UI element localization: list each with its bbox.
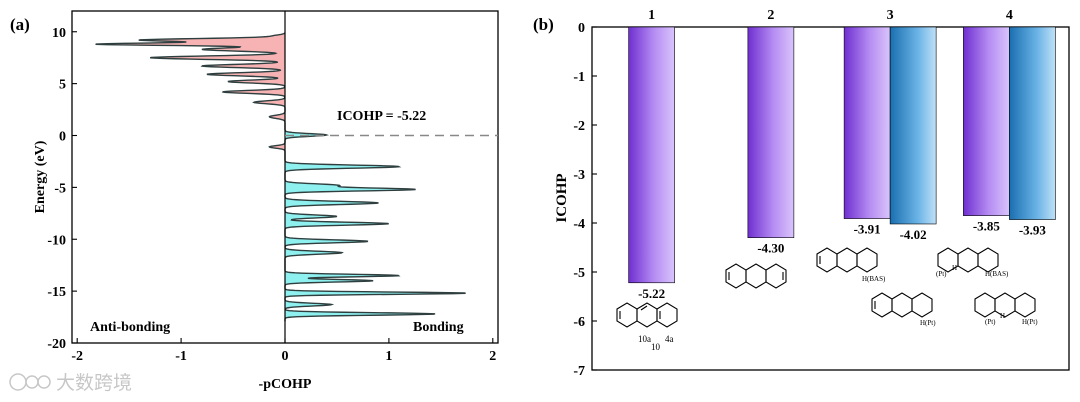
- icohp-annotation: ICOHP = -5.22: [337, 109, 426, 124]
- y-tick-label-b: -3: [573, 168, 585, 183]
- x-tick-label-a: -1: [175, 349, 187, 364]
- panel-a-label: (a): [10, 15, 30, 34]
- y-tick-label-b: -6: [573, 315, 585, 330]
- molecule-4a-structure: [937, 247, 999, 273]
- mol1-label-10: 10: [651, 342, 661, 352]
- bar-purple: [963, 26, 1010, 216]
- mol3b-label: H(Pt): [920, 319, 936, 327]
- panel-b-frame: [591, 26, 1070, 371]
- y-tick-label-b: -1: [573, 70, 585, 85]
- watermark-text: 大数跨境: [56, 372, 132, 394]
- y-tick-label-b: -5: [573, 266, 585, 281]
- bar-purple: [747, 26, 795, 238]
- y-tick-label-b: -4: [573, 217, 585, 232]
- mol4b-label-h: H: [1000, 312, 1005, 320]
- x-tick-label-a: -2: [71, 349, 83, 364]
- mol4a-label-h: H: [952, 264, 957, 272]
- watermark: 大数跨境: [9, 372, 132, 394]
- bar-value-label: -3.85: [973, 219, 1001, 234]
- panel-b-ticks: 0 -1 -2 -3 -4 -5 -6 -7 1 2 3 4: [573, 8, 1013, 379]
- y-tick-label-b: -7: [573, 364, 585, 379]
- mol1-label-10a: 10a: [638, 334, 651, 344]
- molecule-3a-structure: [816, 247, 878, 273]
- x-tick-label-a: 2: [489, 349, 496, 364]
- y-tick-label-a: 5: [59, 78, 66, 93]
- watermark-logo-icon: [9, 373, 27, 391]
- y-tick-label-a: 10: [52, 26, 66, 41]
- mol4b-label-pt: (Pt): [985, 318, 996, 326]
- bar-value-label: -3.93: [1019, 223, 1047, 238]
- x-tick-label-a: 1: [385, 349, 392, 364]
- y-axis-label-a: Energy (eV): [33, 140, 48, 213]
- category-label: 2: [767, 8, 774, 23]
- y-axis-label-b: ICOHP: [554, 173, 570, 222]
- molecule-2-structure: [725, 263, 787, 289]
- category-label: 1: [648, 8, 655, 23]
- y-tick-label-a: -15: [47, 285, 66, 300]
- bonding-area: [285, 32, 466, 322]
- y-tick-label-b: 0: [578, 21, 585, 36]
- y-tick-label-a: 0: [59, 130, 66, 145]
- category-label: 4: [1006, 8, 1013, 23]
- mol3a-label: H(BAS): [862, 275, 886, 283]
- bar-blue: [1009, 26, 1056, 220]
- bar-value-label: -4.30: [757, 241, 784, 256]
- bar-value-label: -5.22: [638, 286, 665, 301]
- panel-b-bars: -5.22 -4.30 -3.91 -4.02 -3.85 -3.93: [628, 26, 1056, 301]
- bonding-label: Bonding: [413, 320, 464, 335]
- category-label: 3: [887, 8, 894, 23]
- bar-purple: [628, 26, 675, 284]
- y-tick-label-a: -5: [54, 181, 66, 196]
- molecule-4b-structure: [974, 292, 1036, 318]
- y-tick-label-b: -2: [573, 119, 585, 134]
- molecule-3b-structure: [871, 292, 933, 318]
- x-tick-label-a: 0: [282, 349, 289, 364]
- y-tick-label-a: -10: [47, 233, 66, 248]
- panel-b-label: (b): [533, 15, 554, 34]
- y-tick-label-a: -20: [47, 337, 66, 352]
- antibonding-label: Anti-bonding: [90, 320, 170, 335]
- bar-blue: [889, 26, 937, 225]
- mol4b-label-hpt: H(Pt): [1022, 318, 1038, 326]
- bar-value-label: -3.91: [854, 222, 881, 237]
- mol4a-label-bas: H(BAS): [985, 270, 1009, 278]
- bar-value-label: -4.02: [900, 227, 927, 242]
- mol1-label-4a: 4a: [665, 334, 674, 344]
- panel-b-chart: 0 -1 -2 -3 -4 -5 -6 -7 1 2 3 4 -5.22 -4.30 -3.91 -4.02…: [554, 8, 1070, 379]
- mol4a-label-pt: (Pt): [936, 270, 947, 278]
- molecule-1-structure: [616, 302, 678, 328]
- bar-purple: [843, 26, 891, 219]
- x-axis-label-a: -pCOHP: [259, 377, 312, 392]
